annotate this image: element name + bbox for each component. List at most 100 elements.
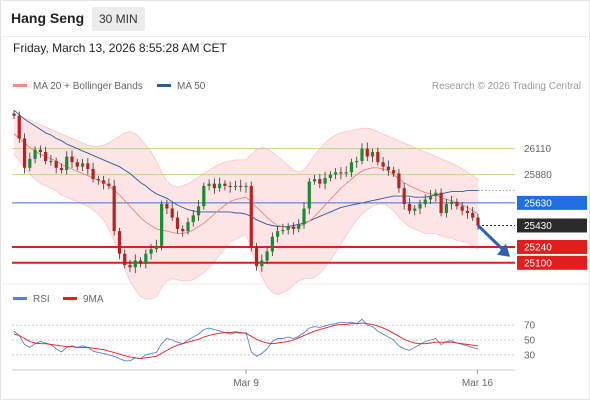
candle-body <box>376 152 380 163</box>
legend-ma50: MA 50 <box>157 81 205 92</box>
candle-body <box>239 185 243 188</box>
candle-body <box>91 168 95 180</box>
candle-body <box>38 149 42 152</box>
candle-body <box>170 208 174 218</box>
candle-body <box>107 183 111 186</box>
candle-body <box>291 226 296 229</box>
timeframe-button[interactable]: 30 MIN <box>92 7 145 31</box>
candle-body <box>444 204 448 214</box>
candle-body <box>244 185 248 188</box>
candle-body <box>297 224 301 229</box>
chart-datetime: Friday, March 13, 2026 8:55:28 AM CET <box>13 41 227 55</box>
x-tick-label: Mar 16 <box>462 378 494 389</box>
candle-body <box>75 162 79 167</box>
legend-ma50-label: MA 50 <box>177 81 206 92</box>
candle-body <box>223 183 227 186</box>
candle-body <box>165 204 169 209</box>
candle-body <box>423 199 427 204</box>
candle-body <box>117 231 122 254</box>
candle-body <box>281 230 285 232</box>
candle-body <box>460 206 464 211</box>
candle-body <box>318 179 322 184</box>
candle-body <box>455 201 459 207</box>
candle-body <box>397 173 401 189</box>
candle-body <box>323 178 327 184</box>
candle-body <box>402 188 406 204</box>
legend-ma-bollinger-label: MA 20 + Bollinger Bands <box>33 81 143 92</box>
candle-body <box>154 245 158 250</box>
candle-body <box>370 152 375 157</box>
legend-9ma-swatch <box>63 296 77 300</box>
research-credit: Research © 2026 Trading Central <box>431 81 581 92</box>
candle-body <box>349 162 354 173</box>
bollinger-lower-line <box>13 154 479 300</box>
candle-body <box>312 179 317 182</box>
candle-body <box>33 149 37 159</box>
rsi-series-rsi <box>13 318 479 362</box>
candle-body <box>17 115 21 139</box>
rsi-tick-label: 50 <box>524 336 536 347</box>
candle-body <box>233 185 238 188</box>
candle-body <box>407 204 412 211</box>
candle-body <box>80 163 85 167</box>
level-tag-25630 <box>517 195 587 210</box>
candle-body <box>265 251 269 261</box>
rsi-series-9ma <box>13 322 479 360</box>
candle-body <box>413 208 417 211</box>
candle-body <box>428 196 433 200</box>
candle-body <box>418 204 422 209</box>
rsi-tick-label: 30 <box>524 350 536 361</box>
candle-body <box>434 192 438 197</box>
level-label-26110: 26110 <box>524 144 552 155</box>
legend-9ma: 9MA <box>63 294 104 305</box>
candle-body <box>49 161 53 163</box>
candle-body <box>181 228 185 232</box>
candle-body <box>149 249 153 254</box>
candle-body <box>202 185 206 207</box>
candle-body <box>138 260 143 264</box>
candle-body <box>365 148 369 157</box>
candle-body <box>28 158 32 168</box>
candle-body <box>196 206 201 216</box>
candle-body <box>123 253 127 266</box>
candle-body <box>54 161 58 168</box>
candle-body <box>339 172 343 174</box>
legend-rsi: RSI <box>13 294 50 305</box>
rsi-tick-label: 70 <box>524 321 536 332</box>
candle-body <box>307 181 311 209</box>
candle-body <box>260 260 264 267</box>
candle-body <box>249 185 253 249</box>
candle-body <box>276 231 280 237</box>
x-tick-label: Mar 9 <box>233 378 259 389</box>
candle-body <box>191 215 195 223</box>
candle-body <box>96 179 100 181</box>
candle-body <box>471 213 475 218</box>
candle-body <box>175 217 180 229</box>
candle-body <box>65 156 69 171</box>
legend-ma-bollinger: MA 20 + Bollinger Bands <box>13 81 143 92</box>
candle-body <box>186 222 190 232</box>
bollinger-upper-line <box>13 113 479 188</box>
level-label-25240: 25240 <box>524 242 552 253</box>
ma50-line <box>13 109 478 228</box>
candle-body <box>22 138 27 168</box>
legend-ma-bollinger-swatch <box>13 83 27 87</box>
projection-arrow-head <box>497 243 510 257</box>
candle-body <box>439 192 443 214</box>
candle-body <box>44 152 48 162</box>
level-tag-25430 <box>517 218 587 233</box>
candle-body <box>465 210 470 214</box>
candle-body <box>302 208 306 225</box>
level-tag-25100 <box>517 255 587 270</box>
candle-body <box>207 183 211 186</box>
candle-body <box>228 185 232 188</box>
candle-body <box>334 172 338 175</box>
projection-arrow-shaft <box>476 224 504 250</box>
candle-body <box>102 180 106 184</box>
level-label-25430: 25430 <box>524 221 552 232</box>
candle-body <box>392 170 396 174</box>
candle-body <box>144 253 148 264</box>
candle-body <box>70 156 74 163</box>
candle-body <box>212 183 216 189</box>
